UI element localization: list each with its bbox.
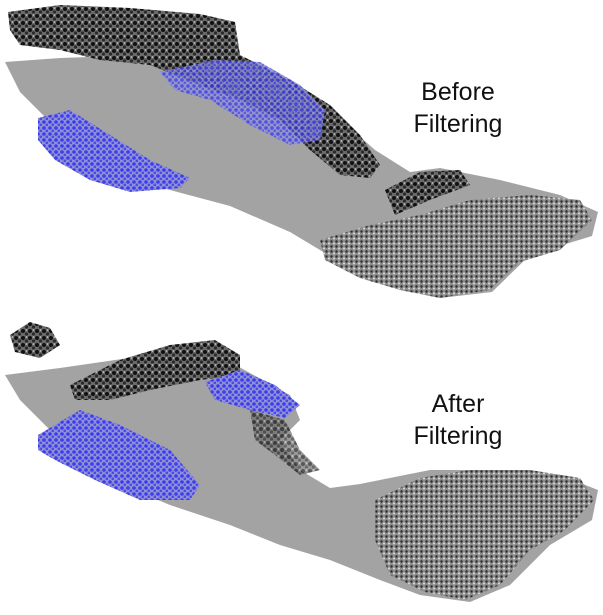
dark-points xyxy=(10,322,60,358)
label: Filtering xyxy=(414,110,503,138)
page: Before Filtering After Filtering (() => … xyxy=(0,0,603,615)
figure: Before Filtering After Filtering xyxy=(0,0,603,615)
panel-before: Before Filtering xyxy=(5,5,598,298)
label: After xyxy=(432,390,485,418)
label: Filtering xyxy=(414,422,503,450)
label: Before xyxy=(421,78,495,106)
panel-after: After Filtering xyxy=(5,322,598,602)
